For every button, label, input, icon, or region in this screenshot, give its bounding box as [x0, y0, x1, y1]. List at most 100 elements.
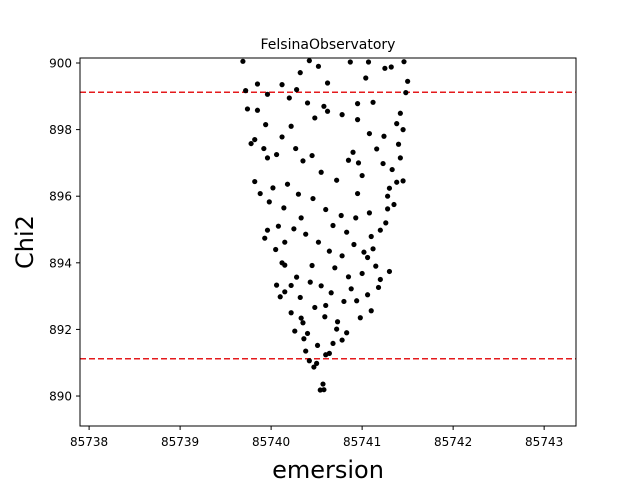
- data-point: [354, 298, 360, 304]
- data-point: [381, 133, 387, 139]
- data-point: [334, 319, 341, 325]
- data-point: [273, 282, 280, 288]
- data-point: [347, 59, 353, 65]
- data-point: [361, 249, 367, 255]
- data-point: [394, 121, 400, 127]
- data-point: [314, 360, 320, 366]
- data-point: [297, 294, 303, 301]
- x-tick-label: 85741: [343, 435, 381, 449]
- data-point: [326, 248, 332, 254]
- data-point: [354, 190, 361, 197]
- data-point: [318, 169, 324, 175]
- data-point: [288, 282, 294, 289]
- data-point: [359, 270, 365, 277]
- data-point: [357, 315, 363, 321]
- plot-frame: [79, 57, 577, 427]
- y-tick-label: 900: [49, 56, 72, 70]
- data-point: [303, 348, 309, 354]
- y-tick-label: 890: [49, 390, 72, 404]
- data-point: [273, 246, 279, 253]
- data-point: [320, 381, 326, 387]
- data-point: [397, 155, 403, 161]
- data-point: [288, 123, 294, 129]
- data-point: [366, 130, 373, 137]
- data-point: [403, 90, 409, 96]
- data-point: [257, 190, 263, 197]
- data-point: [273, 151, 280, 158]
- data-point: [375, 284, 382, 291]
- data-point: [261, 145, 267, 152]
- data-point: [244, 106, 251, 112]
- data-point: [397, 110, 403, 116]
- data-point: [330, 222, 336, 229]
- data-point: [298, 215, 304, 221]
- data-point: [286, 95, 292, 101]
- data-point: [294, 274, 300, 280]
- data-point: [323, 206, 329, 213]
- data-point: [344, 229, 350, 235]
- data-point: [263, 122, 269, 128]
- data-point: [363, 75, 369, 81]
- data-point: [277, 294, 283, 300]
- data-point: [298, 315, 304, 321]
- y-tick-label: 894: [49, 256, 72, 270]
- data-point: [266, 199, 272, 205]
- data-point: [366, 210, 373, 216]
- data-point: [303, 231, 309, 237]
- data-point: [322, 314, 328, 320]
- x-tick-label: 85740: [252, 435, 290, 449]
- plot-area: [80, 58, 576, 426]
- data-point: [339, 253, 345, 259]
- data-point: [386, 268, 393, 275]
- data-point: [377, 276, 383, 283]
- data-point: [295, 191, 302, 197]
- data-point: [354, 101, 361, 107]
- data-point: [279, 134, 285, 140]
- data-point: [330, 340, 336, 347]
- data-point: [321, 387, 327, 393]
- data-point: [264, 155, 271, 161]
- x-tick-label: 85738: [70, 435, 108, 449]
- data-point: [383, 220, 389, 226]
- data-point: [292, 328, 298, 334]
- data-point: [311, 364, 317, 370]
- data-point: [326, 350, 332, 356]
- data-point: [252, 136, 258, 143]
- data-point: [294, 87, 300, 93]
- data-point: [344, 330, 350, 336]
- data-point: [364, 254, 371, 261]
- data-point: [354, 117, 361, 123]
- y-tick-label: 896: [49, 190, 72, 204]
- data-point: [297, 70, 303, 76]
- data-point: [368, 233, 374, 240]
- y-axis-label: Chi2: [11, 215, 39, 269]
- data-point: [279, 260, 285, 266]
- data-point: [264, 227, 271, 233]
- data-point: [288, 310, 294, 316]
- data-point: [338, 212, 344, 219]
- data-point: [339, 112, 345, 118]
- data-point: [389, 166, 395, 173]
- x-axis-ticks: 85738 85739 85740 85741 85742 85743: [70, 426, 563, 449]
- data-point: [293, 145, 299, 152]
- data-point: [391, 201, 397, 208]
- data-point: [353, 215, 359, 221]
- x-axis-label: emersion: [272, 456, 384, 480]
- data-point: [350, 149, 356, 155]
- data-point: [282, 289, 288, 295]
- data-point: [243, 88, 249, 94]
- data-point: [248, 140, 254, 147]
- data-point: [310, 195, 316, 202]
- x-tick-label: 85739: [161, 435, 199, 449]
- data-point: [345, 274, 352, 280]
- data-point: [306, 58, 312, 64]
- data-point: [332, 265, 338, 271]
- data-point: [324, 80, 331, 86]
- data-point: [348, 286, 354, 292]
- data-point: [301, 336, 307, 342]
- data-point: [339, 337, 345, 343]
- chart-title: FelsinaObservatory: [261, 37, 396, 53]
- data-point: [240, 58, 246, 64]
- data-point: [315, 63, 322, 69]
